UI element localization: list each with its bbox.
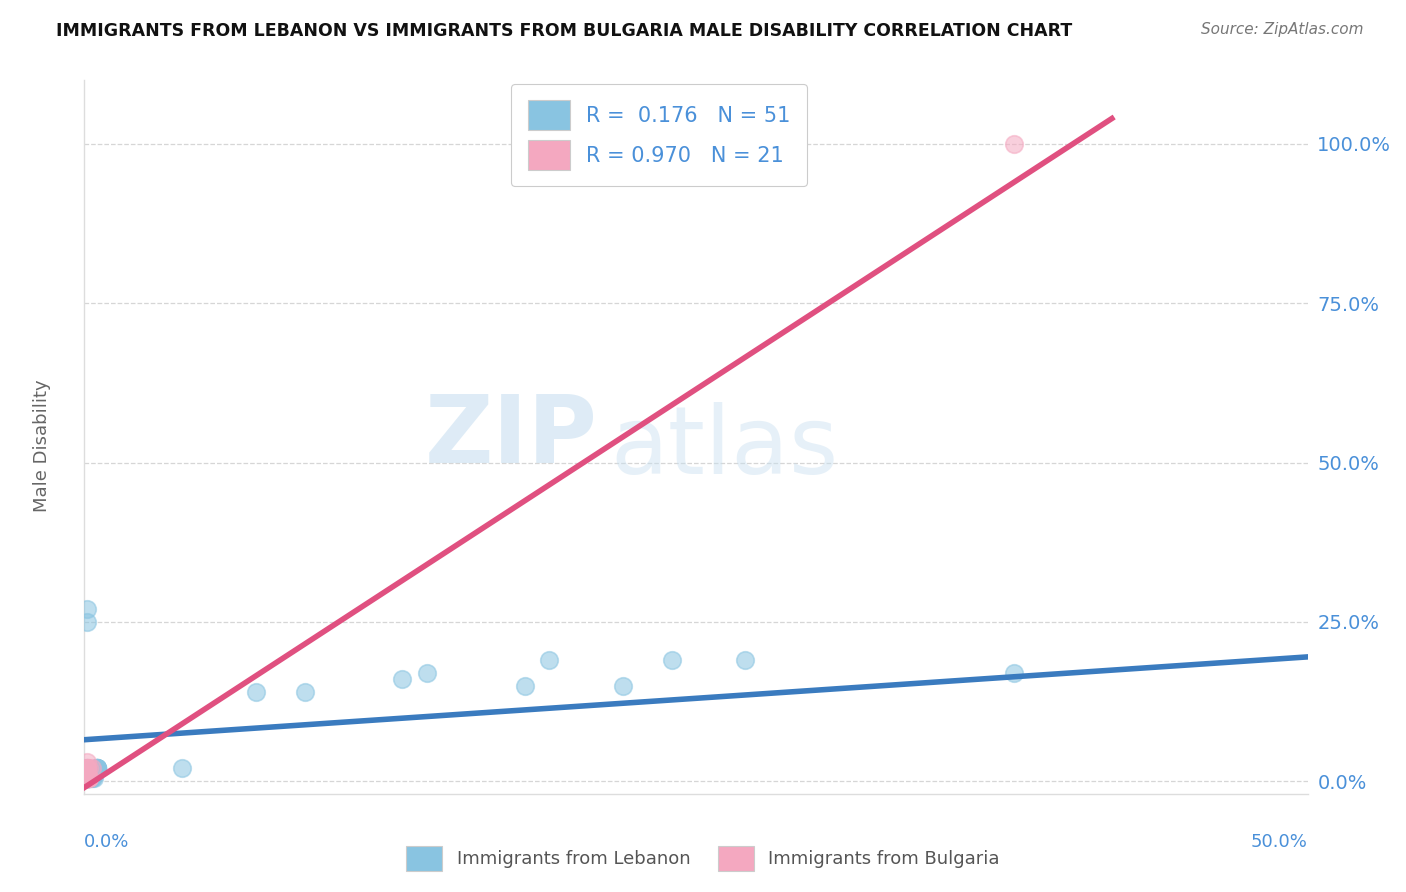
Point xyxy=(76,771,98,785)
Point xyxy=(76,761,98,775)
Point xyxy=(77,771,100,785)
Point xyxy=(661,653,683,667)
Point xyxy=(86,761,108,775)
Point xyxy=(76,771,98,785)
Point xyxy=(76,771,98,785)
Point xyxy=(612,679,634,693)
Point xyxy=(86,761,108,775)
Point xyxy=(77,768,100,782)
Point xyxy=(76,761,98,775)
Point xyxy=(77,771,100,785)
Point xyxy=(76,761,98,775)
Point xyxy=(76,771,98,785)
Point xyxy=(86,761,108,775)
Point xyxy=(80,768,103,782)
Text: IMMIGRANTS FROM LEBANON VS IMMIGRANTS FROM BULGARIA MALE DISABILITY CORRELATION : IMMIGRANTS FROM LEBANON VS IMMIGRANTS FR… xyxy=(56,22,1073,40)
Point xyxy=(76,761,98,775)
Point xyxy=(86,761,108,775)
Text: ZIP: ZIP xyxy=(425,391,598,483)
Point xyxy=(80,771,103,785)
Point xyxy=(76,771,98,785)
Point xyxy=(77,768,100,782)
Point xyxy=(86,761,108,775)
Point xyxy=(86,761,108,775)
Text: atlas: atlas xyxy=(610,401,838,494)
Point xyxy=(76,768,98,782)
Point xyxy=(76,602,98,616)
Point xyxy=(76,771,98,785)
Point xyxy=(76,768,98,782)
Point xyxy=(76,771,98,785)
Point xyxy=(83,771,105,785)
Point xyxy=(172,761,194,775)
Point xyxy=(76,771,98,785)
Point xyxy=(76,768,98,782)
Point xyxy=(76,771,98,785)
Legend: Immigrants from Lebanon, Immigrants from Bulgaria: Immigrants from Lebanon, Immigrants from… xyxy=(399,838,1007,879)
Point xyxy=(734,653,756,667)
Point xyxy=(77,771,100,785)
Point xyxy=(77,771,100,785)
Point xyxy=(538,653,561,667)
Point xyxy=(76,768,98,782)
Point xyxy=(1002,136,1025,151)
Point xyxy=(76,768,98,782)
Point xyxy=(86,761,108,775)
Point xyxy=(1002,665,1025,680)
Point xyxy=(76,768,98,782)
Point xyxy=(76,771,98,785)
Text: Male Disability: Male Disability xyxy=(34,380,51,512)
Text: 0.0%: 0.0% xyxy=(84,833,129,851)
Point xyxy=(77,771,100,785)
Point xyxy=(83,768,105,782)
Legend: R =  0.176   N = 51, R = 0.970   N = 21: R = 0.176 N = 51, R = 0.970 N = 21 xyxy=(512,84,807,186)
Point xyxy=(77,761,100,775)
Point xyxy=(76,615,98,629)
Point xyxy=(76,771,98,785)
Point xyxy=(76,771,98,785)
Text: Source: ZipAtlas.com: Source: ZipAtlas.com xyxy=(1201,22,1364,37)
Point xyxy=(80,771,103,785)
Point xyxy=(77,771,100,785)
Point xyxy=(294,685,316,699)
Point xyxy=(245,685,267,699)
Point xyxy=(391,672,413,686)
Point xyxy=(76,768,98,782)
Point xyxy=(77,771,100,785)
Point xyxy=(513,679,536,693)
Point xyxy=(76,761,98,775)
Point xyxy=(76,771,98,785)
Point xyxy=(76,771,98,785)
Point xyxy=(80,761,103,775)
Point xyxy=(77,771,100,785)
Point xyxy=(76,771,98,785)
Point xyxy=(77,771,100,785)
Point xyxy=(76,771,98,785)
Point xyxy=(86,761,108,775)
Point xyxy=(76,755,98,769)
Point xyxy=(76,771,98,785)
Point xyxy=(416,665,439,680)
Text: 50.0%: 50.0% xyxy=(1251,833,1308,851)
Point xyxy=(76,768,98,782)
Point xyxy=(76,771,98,785)
